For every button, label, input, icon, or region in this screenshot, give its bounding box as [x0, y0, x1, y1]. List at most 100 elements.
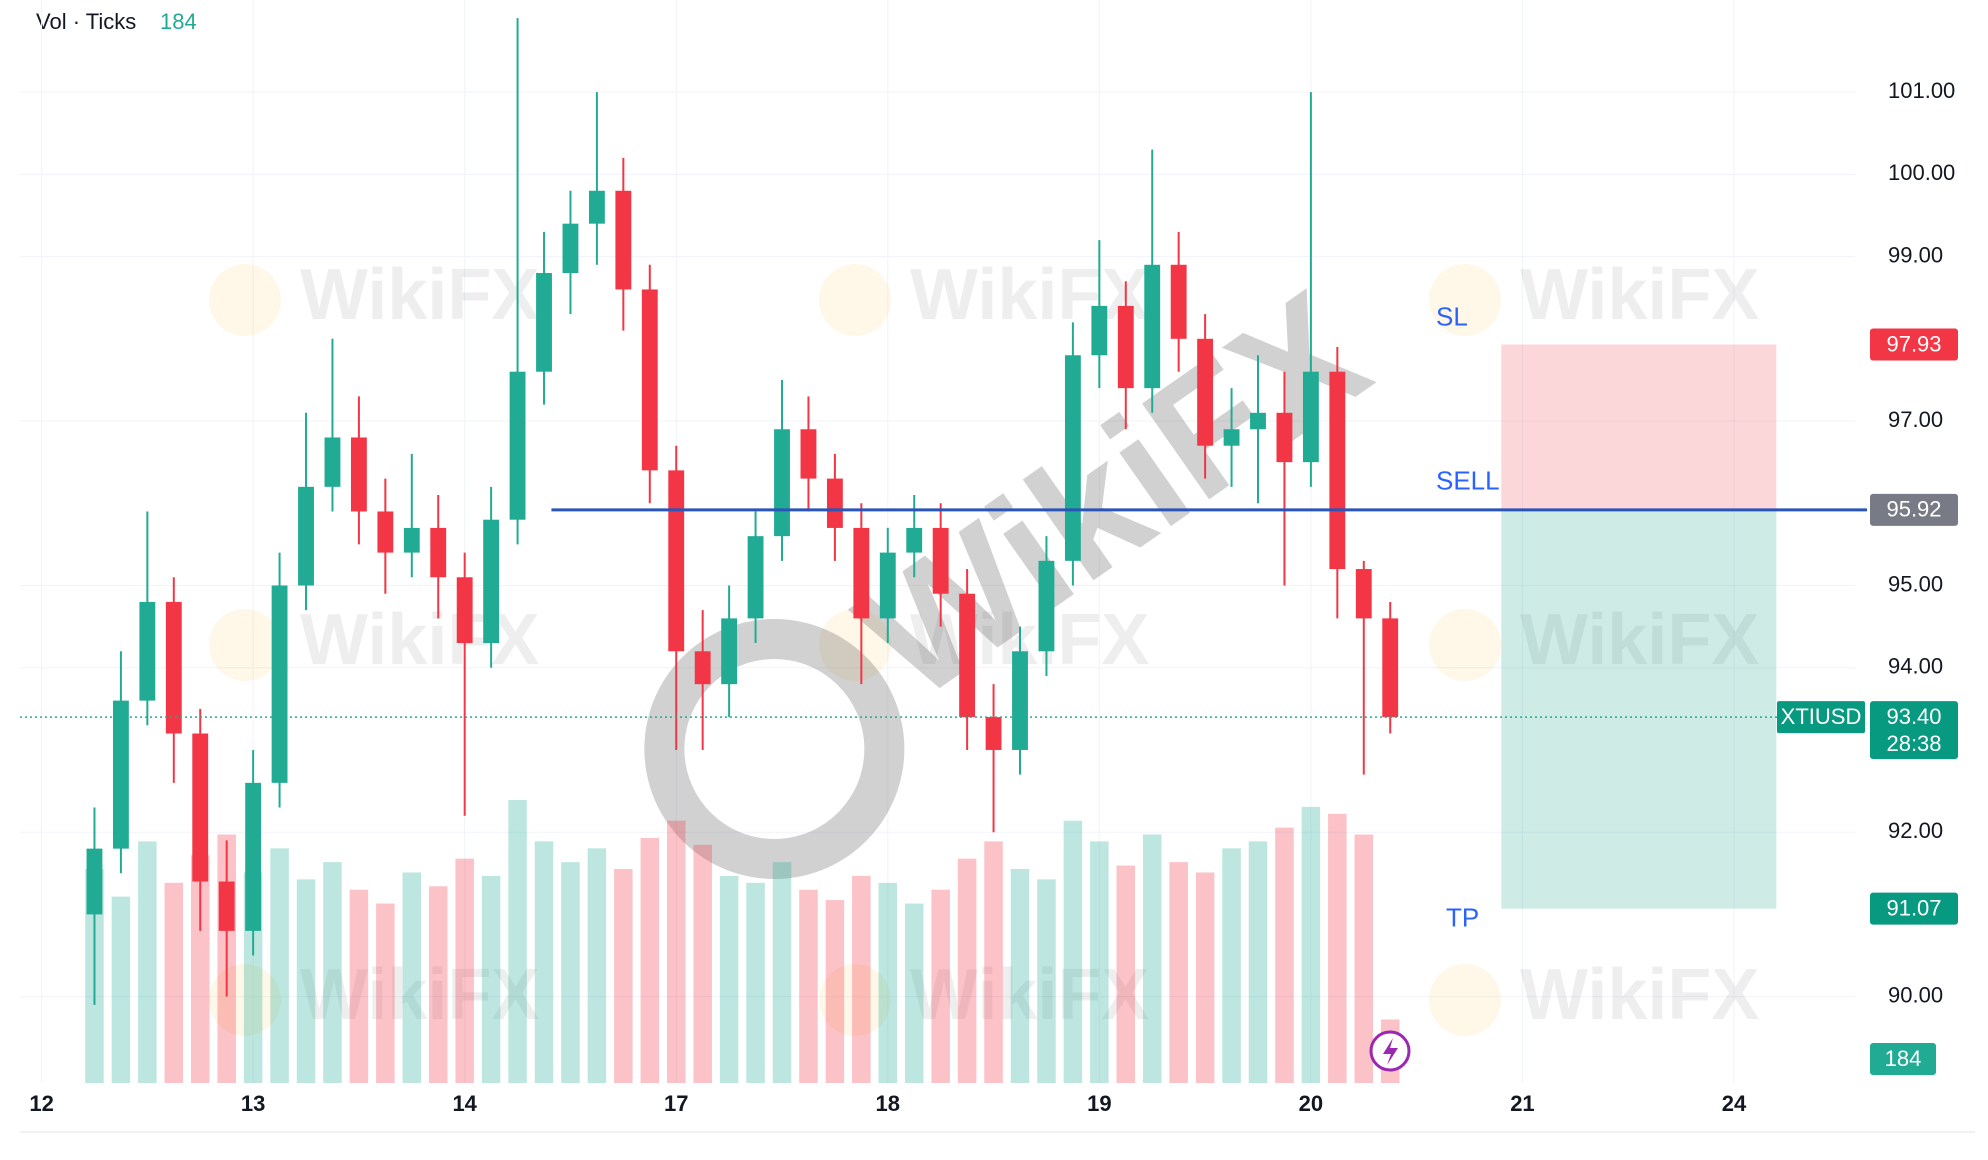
- volume-bar: [746, 882, 765, 1083]
- candle-body: [1329, 371, 1346, 570]
- x-tick-label: 18: [876, 1091, 900, 1116]
- candle-body: [932, 527, 949, 594]
- candles: [86, 18, 1399, 1005]
- volume-bar: [825, 900, 845, 1083]
- volume-pane: [85, 800, 1400, 1083]
- volume-bar: [693, 844, 712, 1083]
- x-tick-label: 19: [1087, 1091, 1111, 1116]
- volume-bar: [1248, 841, 1268, 1083]
- symbol-tag-text: XTIUSD: [1781, 704, 1862, 729]
- candle-body: [86, 848, 103, 915]
- symbol-tag: [1777, 701, 1865, 734]
- volume-bar: [349, 889, 369, 1083]
- candle-body: [562, 223, 579, 274]
- entry-tag: [1870, 493, 1958, 526]
- volume-bar: [455, 858, 474, 1083]
- watermark-logo: [1429, 609, 1501, 681]
- candle-body: [456, 577, 473, 644]
- x-tick-label: 20: [1299, 1091, 1323, 1116]
- volume-bar: [190, 855, 210, 1083]
- target-tag-text: 91.07: [1886, 895, 1941, 920]
- volume-bar: [614, 869, 633, 1083]
- volume-bar: [508, 800, 527, 1083]
- candle-body: [536, 273, 552, 372]
- candle-body: [959, 593, 976, 718]
- candle-body: [298, 486, 314, 586]
- flash-icon[interactable]: [1369, 1030, 1411, 1072]
- watermark-logo: [1429, 264, 1501, 336]
- volume-bar: [481, 875, 501, 1083]
- y-tick-label: 94.00: [1888, 654, 1943, 679]
- candle-body: [192, 733, 209, 882]
- volume-bar: [931, 889, 950, 1083]
- y-tick-label: 92.00: [1888, 818, 1943, 843]
- candle-body: [377, 511, 394, 553]
- volume-bar: [1195, 872, 1215, 1083]
- candle-body: [403, 527, 420, 553]
- candle-body: [588, 190, 605, 224]
- volume-bar: [164, 882, 184, 1083]
- stop-tag-text: 97.93: [1886, 331, 1941, 356]
- candle-body: [1250, 412, 1266, 430]
- volume-bar: [587, 848, 607, 1083]
- candle-body: [879, 552, 896, 619]
- axes: 90.00 92.00 94.00 95.00 97.00 99.00 100.00 101.…: [29, 78, 1958, 1116]
- candle-body: [324, 437, 341, 487]
- watermark-logo: [819, 609, 891, 681]
- stop-zone: [1501, 344, 1777, 510]
- watermark: WikiFX: [1520, 955, 1759, 1035]
- x-tick-label: 21: [1510, 1091, 1534, 1116]
- candle-body: [668, 470, 685, 652]
- volume-bar: [1222, 848, 1241, 1083]
- candle-body: [1144, 264, 1161, 389]
- volume-bar: [878, 882, 898, 1083]
- volume-bar: [376, 903, 395, 1083]
- volume-bar: [534, 841, 554, 1083]
- volume-bar: [323, 862, 342, 1083]
- watermark: WikiFX: [910, 955, 1149, 1035]
- indicator-name: Vol · Ticks: [36, 9, 136, 34]
- candle-body: [1064, 355, 1081, 561]
- watermark-logo: [1429, 964, 1501, 1036]
- x-tick-label: 14: [452, 1091, 477, 1116]
- candle-body: [1197, 338, 1214, 446]
- watermark-logo: [819, 264, 891, 336]
- watermark: WikiFX: [300, 600, 539, 680]
- volume-bar: [984, 841, 1003, 1083]
- candle-body: [245, 782, 262, 931]
- candle-body: [800, 429, 817, 479]
- target-tag: [1870, 892, 1958, 925]
- candle-body: [853, 527, 870, 619]
- volume-bar: [852, 875, 871, 1083]
- watermark: WikiFX: [1520, 255, 1759, 335]
- volume-bar: [1063, 820, 1083, 1083]
- candle-body: [1117, 305, 1134, 389]
- position: SL SELL TP: [1436, 301, 1777, 933]
- volume-bar: [772, 862, 792, 1083]
- volume-bar: [1354, 834, 1374, 1083]
- candle-body: [1012, 651, 1028, 750]
- candle-body: [165, 601, 182, 734]
- watermark: WikiFX: [300, 955, 539, 1035]
- volume-bar: [402, 872, 422, 1083]
- volume-bar: [138, 841, 157, 1083]
- volume-bar: [1169, 862, 1188, 1083]
- volume-bar: [1090, 841, 1109, 1083]
- x-tick-label: 24: [1722, 1091, 1747, 1116]
- volume-bar: [666, 820, 686, 1083]
- candle-body: [1170, 264, 1187, 339]
- candle-body: [483, 519, 500, 644]
- watermark-logo: [819, 964, 891, 1036]
- flash-bolt[interactable]: [1383, 1038, 1398, 1065]
- candle-body: [350, 437, 367, 512]
- candle-body: [985, 717, 1002, 750]
- candle-body: [906, 527, 923, 553]
- candle-body: [615, 190, 632, 290]
- entry-label: SELL: [1436, 466, 1500, 496]
- y-tick-label: 90.00: [1888, 982, 1943, 1007]
- y-tick-label: 99.00: [1888, 242, 1943, 267]
- volume-bar: [270, 848, 289, 1083]
- volume-bar: [296, 879, 316, 1083]
